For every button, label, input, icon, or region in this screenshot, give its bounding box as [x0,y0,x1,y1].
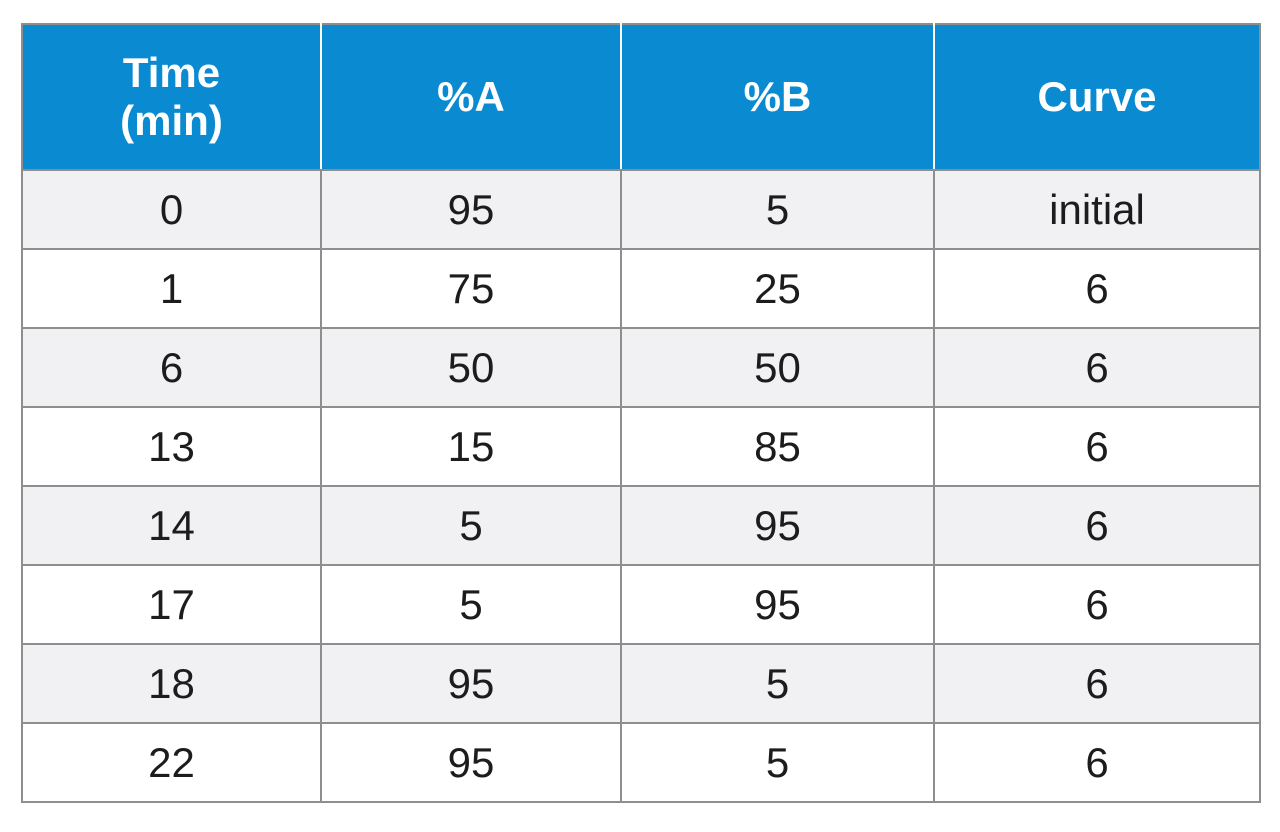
cell-percent-a: 95 [320,722,622,803]
cell-time: 22 [21,722,322,803]
cell-percent-a: 5 [320,485,622,566]
cell-percent-b: 50 [620,327,935,408]
header-curve: Curve [933,23,1261,171]
cell-curve: 6 [933,643,1261,724]
cell-time: 17 [21,564,322,645]
cell-curve: initial [933,169,1261,250]
cell-percent-a: 15 [320,406,622,487]
cell-percent-a: 5 [320,564,622,645]
table-row: 22 95 5 6 [21,722,1261,803]
cell-percent-a: 95 [320,169,622,250]
cell-time: 0 [21,169,322,250]
gradient-table-container: Time (min) %A %B Curve 0 95 5 initial 1 … [21,23,1261,803]
header-time-unit: (min) [120,97,223,144]
cell-percent-b: 95 [620,485,935,566]
table-row: 13 15 85 6 [21,406,1261,487]
cell-curve: 6 [933,722,1261,803]
cell-percent-a: 50 [320,327,622,408]
table-row: 18 95 5 6 [21,643,1261,724]
header-percent-a: %A [320,23,622,171]
cell-time: 1 [21,248,322,329]
cell-curve: 6 [933,485,1261,566]
table-row: 0 95 5 initial [21,169,1261,250]
cell-time: 18 [21,643,322,724]
table-row: 14 5 95 6 [21,485,1261,566]
header-time: Time (min) [21,23,322,171]
table-row: 17 5 95 6 [21,564,1261,645]
cell-percent-a: 95 [320,643,622,724]
table-row: 1 75 25 6 [21,248,1261,329]
table-header-row: Time (min) %A %B Curve [21,23,1261,171]
cell-percent-b: 95 [620,564,935,645]
table-row: 6 50 50 6 [21,327,1261,408]
cell-percent-b: 85 [620,406,935,487]
cell-curve: 6 [933,327,1261,408]
cell-percent-b: 5 [620,722,935,803]
header-percent-b: %B [620,23,935,171]
cell-percent-b: 5 [620,643,935,724]
cell-curve: 6 [933,248,1261,329]
cell-percent-a: 75 [320,248,622,329]
cell-percent-b: 25 [620,248,935,329]
cell-curve: 6 [933,564,1261,645]
cell-curve: 6 [933,406,1261,487]
gradient-table: Time (min) %A %B Curve 0 95 5 initial 1 … [21,23,1261,803]
header-time-label: Time [122,49,221,96]
cell-time: 13 [21,406,322,487]
cell-time: 6 [21,327,322,408]
cell-time: 14 [21,485,322,566]
cell-percent-b: 5 [620,169,935,250]
